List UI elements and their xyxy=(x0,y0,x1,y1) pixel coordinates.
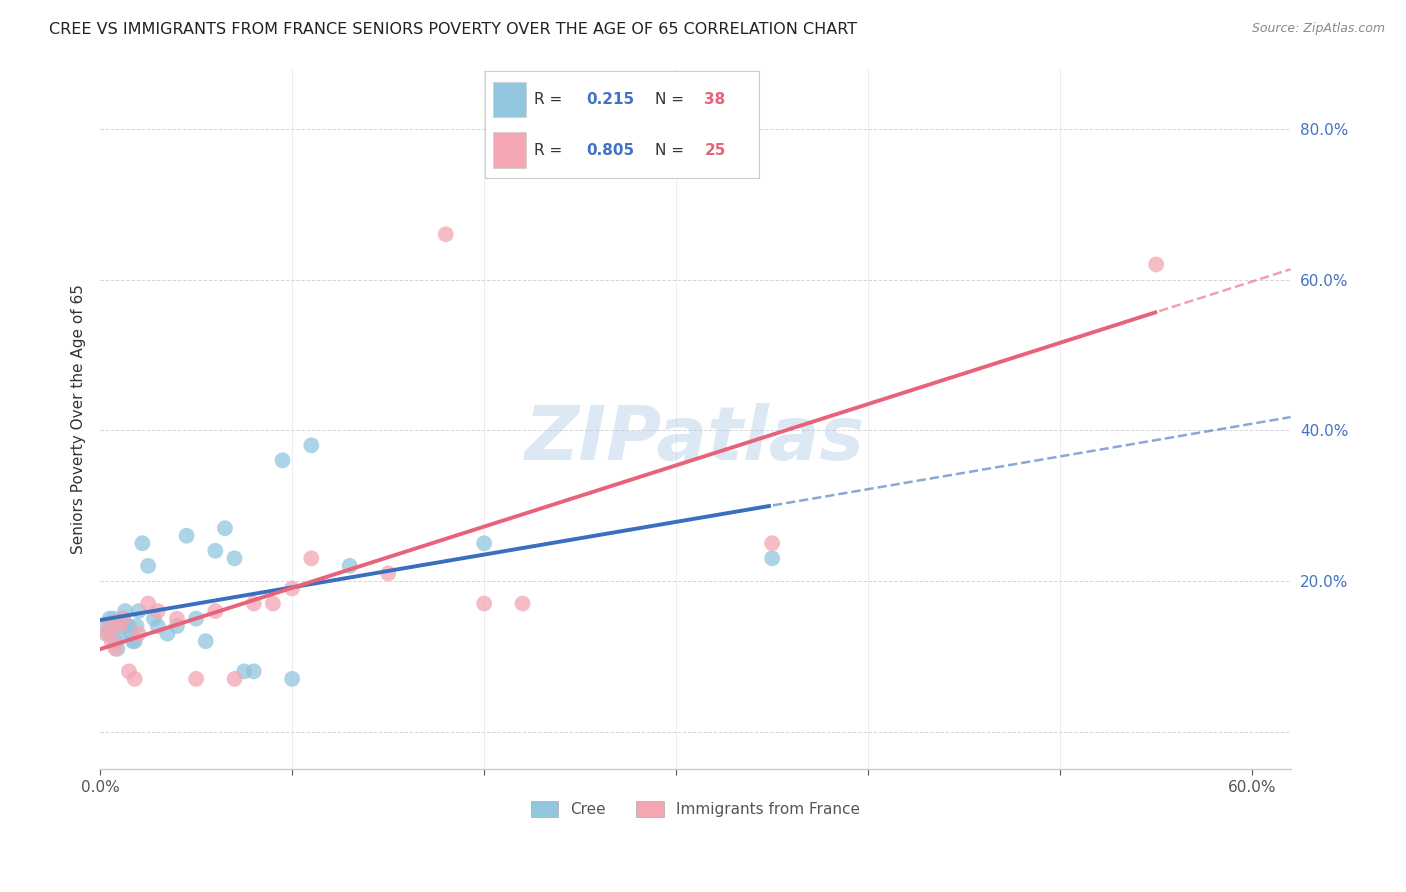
Point xyxy=(512,597,534,611)
Point xyxy=(118,665,141,679)
Bar xyxy=(494,82,526,118)
Point xyxy=(107,641,129,656)
Legend: Cree, Immigrants from France: Cree, Immigrants from France xyxy=(523,794,868,825)
Point xyxy=(136,597,159,611)
Text: N =: N = xyxy=(655,143,689,158)
Point xyxy=(104,634,127,648)
Point xyxy=(184,672,207,686)
Point xyxy=(761,551,783,566)
Text: 38: 38 xyxy=(704,92,725,107)
Point xyxy=(184,611,207,625)
Point xyxy=(110,619,132,633)
Text: 25: 25 xyxy=(704,143,725,158)
Point xyxy=(242,597,264,611)
Point xyxy=(98,619,121,633)
Point xyxy=(115,619,138,633)
Text: R =: R = xyxy=(534,143,568,158)
Point xyxy=(472,536,495,550)
Point xyxy=(224,551,246,566)
Point xyxy=(100,619,122,633)
Y-axis label: Seniors Poverty Over the Age of 65: Seniors Poverty Over the Age of 65 xyxy=(72,284,86,554)
Text: N =: N = xyxy=(655,92,689,107)
Point xyxy=(339,558,361,573)
Point xyxy=(124,672,146,686)
Point xyxy=(761,536,783,550)
Point xyxy=(98,611,121,625)
Point xyxy=(103,611,125,625)
Text: CREE VS IMMIGRANTS FROM FRANCE SENIORS POVERTY OVER THE AGE OF 65 CORRELATION CH: CREE VS IMMIGRANTS FROM FRANCE SENIORS P… xyxy=(49,22,858,37)
Point xyxy=(114,604,136,618)
Point xyxy=(176,529,198,543)
Point xyxy=(242,665,264,679)
Point xyxy=(271,453,294,467)
Point xyxy=(142,611,165,625)
Point xyxy=(146,619,169,633)
Point xyxy=(156,626,179,640)
Bar xyxy=(494,132,526,168)
Point xyxy=(262,597,284,611)
Point xyxy=(118,619,141,633)
Point xyxy=(233,665,256,679)
Point xyxy=(214,521,236,535)
Text: Source: ZipAtlas.com: Source: ZipAtlas.com xyxy=(1251,22,1385,36)
Point xyxy=(434,227,457,242)
Point xyxy=(128,604,150,618)
Point xyxy=(112,611,135,625)
Text: ZIPatlas: ZIPatlas xyxy=(526,403,865,476)
Point xyxy=(100,634,122,648)
Point xyxy=(472,597,495,611)
Point xyxy=(94,619,117,633)
Point xyxy=(299,551,322,566)
Point xyxy=(128,626,150,640)
Point xyxy=(112,611,135,625)
Text: 0.215: 0.215 xyxy=(586,92,634,107)
Point xyxy=(131,536,153,550)
Point xyxy=(125,619,148,633)
Point xyxy=(94,626,117,640)
Point xyxy=(136,558,159,573)
Point xyxy=(281,672,304,686)
Point xyxy=(97,626,120,640)
Text: R =: R = xyxy=(534,92,568,107)
Point xyxy=(204,604,226,618)
Point xyxy=(146,604,169,618)
Point xyxy=(166,619,188,633)
Point xyxy=(166,611,188,625)
Point xyxy=(108,626,131,640)
Point xyxy=(377,566,399,581)
Point xyxy=(1144,257,1167,271)
Point xyxy=(204,543,226,558)
Point xyxy=(120,626,142,640)
Point xyxy=(281,582,304,596)
Point xyxy=(299,438,322,452)
Point xyxy=(104,641,127,656)
Point xyxy=(121,634,143,648)
Point xyxy=(108,619,131,633)
Point xyxy=(124,634,146,648)
Point xyxy=(194,634,217,648)
Point xyxy=(224,672,246,686)
Text: 0.805: 0.805 xyxy=(586,143,634,158)
